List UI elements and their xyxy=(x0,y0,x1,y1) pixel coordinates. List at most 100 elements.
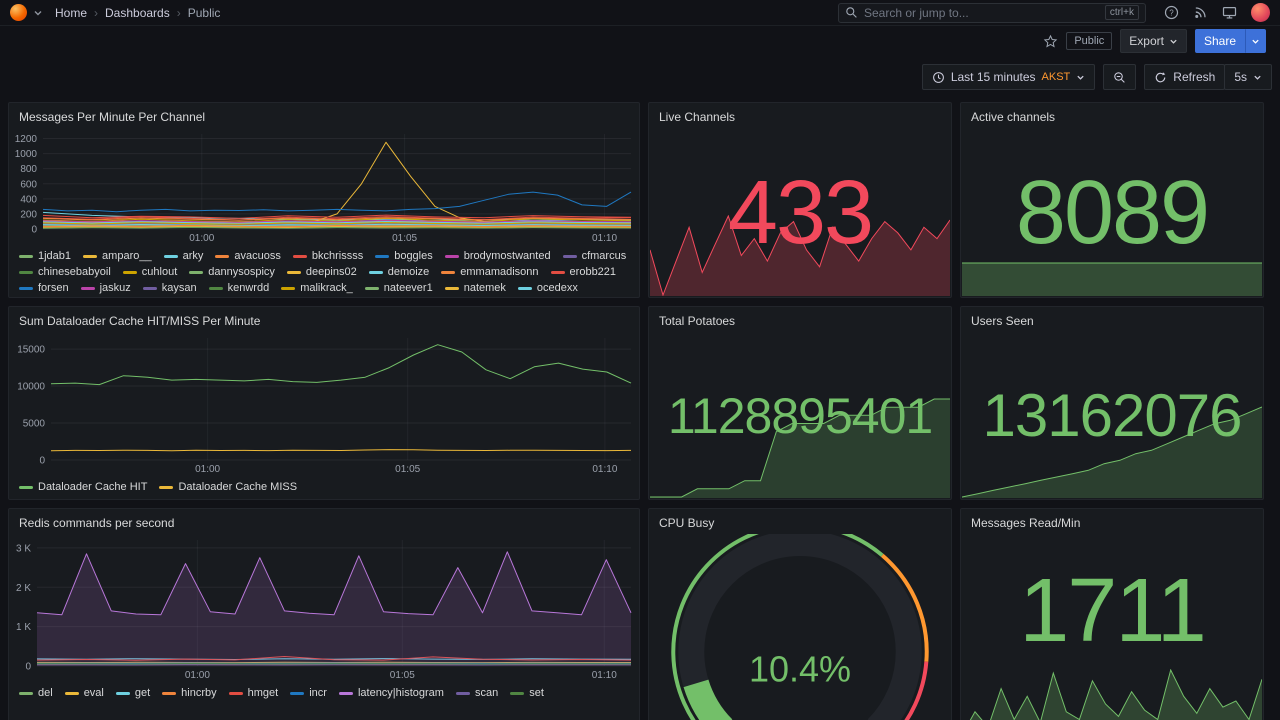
panel-title[interactable]: Messages Read/Min xyxy=(971,516,1081,530)
legend-item[interactable]: dannysospicy xyxy=(189,264,275,280)
legend-item[interactable]: hincrby xyxy=(162,685,217,701)
time-range-label: Last 15 minutes xyxy=(950,70,1036,84)
zoom-out-button[interactable] xyxy=(1103,64,1137,90)
panel-title[interactable]: Redis commands per second xyxy=(19,516,175,530)
legend-label: scan xyxy=(474,687,499,699)
search-input[interactable] xyxy=(864,5,1099,20)
legend-item[interactable]: demoize xyxy=(368,264,429,280)
legend-item[interactable]: set xyxy=(510,685,544,701)
panel-title[interactable]: Sum Dataloader Cache HIT/MISS Per Minute xyxy=(19,314,261,328)
dashboard: Last 15 minutes AKST Refresh 5s Messages… xyxy=(0,56,1280,720)
panel-title[interactable]: Users Seen xyxy=(971,314,1034,328)
legend-item[interactable]: samukkha xyxy=(470,296,539,297)
legend-swatch xyxy=(159,485,174,489)
legend-item[interactable]: jaskuz xyxy=(80,280,131,296)
legend-item[interactable]: incr xyxy=(290,685,327,701)
live-channels-value: 433 xyxy=(727,162,874,263)
grafana-logo[interactable] xyxy=(10,4,27,21)
svg-text:1000: 1000 xyxy=(15,149,38,160)
legend-item[interactable]: psp1g xyxy=(19,296,68,297)
svg-text:800: 800 xyxy=(20,164,37,175)
panel-title[interactable]: Live Channels xyxy=(659,110,736,124)
legend-item[interactable]: latency|histogram xyxy=(338,685,444,701)
breadcrumb-home[interactable]: Home xyxy=(55,5,88,20)
legend-label: 1jdab1 xyxy=(38,250,72,262)
star-button[interactable] xyxy=(1043,34,1058,49)
legend-item[interactable]: cuhlout xyxy=(122,264,177,280)
legend-item[interactable]: purplegroundttv xyxy=(80,296,175,297)
chevron-down-icon[interactable] xyxy=(33,8,43,18)
time-range-picker[interactable]: Last 15 minutes AKST xyxy=(921,64,1096,90)
legend-label: kenwrdd xyxy=(227,282,270,294)
legend-item[interactable]: get xyxy=(115,685,150,701)
help-icon[interactable]: ? xyxy=(1164,5,1179,20)
panel-active-channels: Active channels 8089 xyxy=(960,102,1264,298)
redis-legend: del eval get hincrby hmget incr latency|histog… xyxy=(9,682,639,705)
search-box[interactable]: ctrl+k xyxy=(838,2,1146,23)
top-nav: Home › Dashboards › Public ctrl+k ? xyxy=(0,0,1280,26)
legend-swatch xyxy=(338,691,353,695)
legend-item[interactable]: arky xyxy=(163,248,203,264)
user-avatar[interactable] xyxy=(1251,3,1270,22)
legend-item[interactable]: nateever1 xyxy=(364,280,433,296)
legend-item[interactable]: avacuoss xyxy=(215,248,281,264)
legend-item[interactable]: redify xyxy=(340,296,386,297)
share-menu-button[interactable] xyxy=(1245,29,1266,53)
legend-item[interactable]: bkchrissss xyxy=(292,248,363,264)
legend-item[interactable]: brodymostwanted xyxy=(444,248,551,264)
share-button[interactable]: Share xyxy=(1194,29,1245,53)
panel-users-seen: Users Seen 13162076 xyxy=(960,306,1264,500)
panel-dataloader-cache: Sum Dataloader Cache HIT/MISS Per Minute… xyxy=(8,306,640,500)
panel-title[interactable]: Messages Per Minute Per Channel xyxy=(19,110,206,124)
legend-item[interactable]: cfmarcus xyxy=(562,248,626,264)
legend-swatch xyxy=(19,270,33,274)
messages-per-minute-chart[interactable]: 0 200 400 600 800 1000 1200 01:00 01:05 01:10 xyxy=(9,128,639,245)
legend-item[interactable]: hmget xyxy=(228,685,278,701)
breadcrumb-dashboards[interactable]: Dashboards xyxy=(105,5,170,20)
monitor-icon[interactable] xyxy=(1222,5,1237,20)
legend-item[interactable]: rockoutll xyxy=(398,296,458,297)
legend-item[interactable]: ocedexx xyxy=(517,280,578,296)
legend-item[interactable]: eval xyxy=(64,685,104,701)
panel-title[interactable]: CPU Busy xyxy=(659,516,715,530)
legend-swatch xyxy=(455,691,470,695)
legend-item[interactable]: redify xyxy=(282,296,328,297)
redis-chart[interactable]: 0 1 K 2 K 3 K 01:00 01:05 01:10 xyxy=(9,534,639,682)
legend-item[interactable]: forsen xyxy=(19,280,69,296)
legend-item[interactable]: amparo__ xyxy=(83,248,152,264)
legend-item[interactable]: natemek xyxy=(444,280,506,296)
legend-item[interactable]: malikrack_ xyxy=(281,280,353,296)
legend-item[interactable]: del xyxy=(19,685,53,701)
panel-title[interactable]: Total Potatoes xyxy=(659,314,736,328)
legend-label: malikrack_ xyxy=(300,282,353,294)
legend-item[interactable]: 1jdab1 xyxy=(19,248,71,264)
refresh-button[interactable]: Refresh xyxy=(1144,64,1226,90)
legend-item[interactable]: t0ast_ xyxy=(551,296,600,297)
legend-item[interactable]: chinesebabyoil xyxy=(19,264,111,280)
panel-cpu-busy: CPU Busy 10.4% xyxy=(648,508,952,720)
legend-item[interactable]: kaysan xyxy=(142,280,197,296)
legend-item[interactable]: Dataloader Cache HIT xyxy=(19,479,147,495)
legend-swatch xyxy=(228,691,243,695)
legend-swatch xyxy=(208,286,223,290)
svg-text:600: 600 xyxy=(20,179,37,190)
legend-item[interactable]: erobb221 xyxy=(550,264,616,280)
panel-title[interactable]: Active channels xyxy=(971,110,1056,124)
rss-icon[interactable] xyxy=(1193,5,1208,20)
panel-redis-commands: Redis commands per second 0 1 K 2 K 3 K 01:0… xyxy=(8,508,640,720)
legend-item[interactable]: kenwrdd xyxy=(208,280,270,296)
legend-swatch xyxy=(83,254,98,258)
legend-item[interactable]: deepins02 xyxy=(286,264,357,280)
legend-label: rawdogmoon xyxy=(206,296,270,297)
legend-item[interactable]: Dataloader Cache MISS xyxy=(159,479,297,495)
legend-label: eval xyxy=(83,687,104,699)
legend-item[interactable]: rawdogmoon xyxy=(187,296,270,297)
legend-item[interactable]: emmamadisonn xyxy=(441,264,539,280)
export-button[interactable]: Export xyxy=(1120,29,1187,53)
legend-item[interactable]: boggles xyxy=(375,248,433,264)
dataloader-chart[interactable]: 0 5000 10000 15000 01:00 01:05 01:10 xyxy=(9,332,639,476)
legend-label: del xyxy=(38,687,53,699)
refresh-interval-picker[interactable]: 5s xyxy=(1224,64,1272,90)
legend-item[interactable]: scan xyxy=(455,685,499,701)
legend-label: ocedexx xyxy=(536,282,578,294)
